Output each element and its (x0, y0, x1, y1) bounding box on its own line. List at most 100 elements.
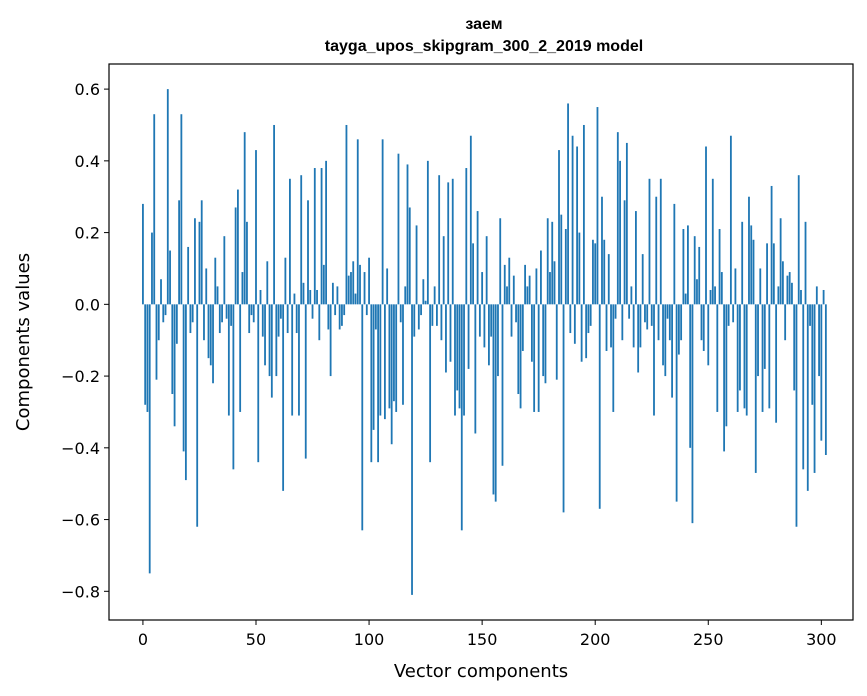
bar-277 (768, 304, 771, 409)
bar-200 (594, 243, 597, 305)
bar-233 (668, 304, 671, 341)
bar-117 (406, 164, 409, 305)
bar-105 (379, 304, 382, 416)
bar-63 (284, 257, 287, 305)
bar-124 (422, 279, 425, 305)
bar-54 (264, 304, 266, 366)
y-tick-label: 0.2 (75, 224, 100, 243)
bar-283 (781, 261, 784, 305)
bar-2 (146, 304, 149, 412)
bar-25 (198, 221, 201, 305)
bar-169 (524, 264, 526, 305)
bar-136 (449, 304, 452, 362)
x-tick-label: 150 (467, 630, 498, 649)
bar-58 (273, 124, 275, 305)
bar-156 (494, 304, 497, 502)
bar-208 (612, 304, 615, 412)
bar-107 (383, 304, 386, 420)
bar-202 (598, 304, 601, 509)
bar-155 (492, 304, 495, 495)
bar-300 (820, 304, 823, 441)
bar-144 (467, 304, 470, 369)
bar-224 (648, 178, 651, 305)
bar-119 (411, 304, 413, 595)
bar-53 (261, 304, 264, 337)
bar-96 (359, 264, 361, 305)
bar-73 (307, 200, 309, 305)
bar-285 (786, 275, 789, 305)
bar-41 (234, 207, 237, 305)
bar-28 (205, 268, 208, 305)
plot-frame (108, 63, 854, 621)
bar-219 (637, 304, 640, 373)
bar-160 (503, 264, 506, 305)
bar-76 (313, 168, 316, 305)
bar-154 (490, 304, 493, 337)
bar-19 (184, 304, 187, 481)
bar-250 (707, 304, 710, 366)
bar-210 (616, 132, 619, 305)
x-tick-label: 50 (246, 630, 266, 649)
bar-88 (341, 304, 343, 326)
x-tick-label: 200 (580, 630, 611, 649)
bar-56 (268, 304, 271, 377)
y-tick-label: −0.6 (61, 511, 100, 530)
bar-189 (569, 304, 572, 334)
bar-3 (148, 304, 151, 574)
bar-118 (408, 207, 411, 305)
bar-99 (365, 304, 368, 316)
bar-276 (766, 243, 768, 305)
bar-65 (289, 178, 291, 305)
bar-17 (180, 114, 183, 305)
bar-87 (338, 304, 341, 330)
bar-263 (736, 304, 739, 412)
y-axis: 0.6 0.4 0.2 0.0 −0.2 −0.4 −0.6 −0.8 (61, 80, 109, 601)
bar-226 (653, 304, 655, 416)
bar-157 (497, 304, 499, 377)
y-axis-label: Components values (13, 253, 34, 431)
bar-287 (791, 282, 793, 305)
bar-113 (397, 153, 400, 305)
bar-185 (560, 214, 563, 305)
bar-159 (501, 304, 504, 466)
bar-284 (784, 304, 787, 341)
bar-68 (295, 304, 298, 334)
bar-31 (212, 304, 214, 384)
bar-150 (481, 272, 484, 305)
bar-182 (553, 261, 556, 305)
bar-195 (582, 124, 585, 305)
bar-116 (404, 286, 407, 305)
bar-225 (650, 304, 653, 326)
bar-16 (178, 200, 181, 305)
y-tick-label: 0.4 (75, 152, 100, 171)
bar-238 (680, 304, 683, 341)
bar-292 (802, 304, 805, 470)
chart-title: заем (465, 16, 502, 33)
bar-102 (372, 304, 375, 430)
bar-131 (438, 175, 441, 305)
bar-162 (508, 257, 511, 305)
bar-191 (573, 304, 576, 344)
bar-180 (549, 272, 551, 305)
bar-139 (456, 304, 459, 391)
bar-110 (390, 304, 393, 445)
bar-121 (415, 225, 418, 305)
bar-123 (420, 304, 422, 316)
bar-86 (336, 286, 339, 305)
bar-234 (671, 304, 673, 398)
bar-60 (277, 304, 280, 337)
bar-198 (589, 304, 592, 326)
bar-149 (478, 304, 481, 337)
y-tick-label: −0.4 (61, 439, 100, 458)
bar-90 (345, 124, 348, 305)
bar-75 (311, 304, 314, 319)
bar-253 (714, 286, 716, 305)
bar-108 (386, 268, 389, 305)
bar-278 (770, 185, 773, 305)
bar-55 (266, 261, 269, 305)
bar-71 (302, 282, 305, 305)
bar-254 (716, 304, 719, 412)
bar-281 (777, 286, 780, 305)
bar-186 (562, 304, 565, 513)
bar-7 (157, 304, 160, 341)
